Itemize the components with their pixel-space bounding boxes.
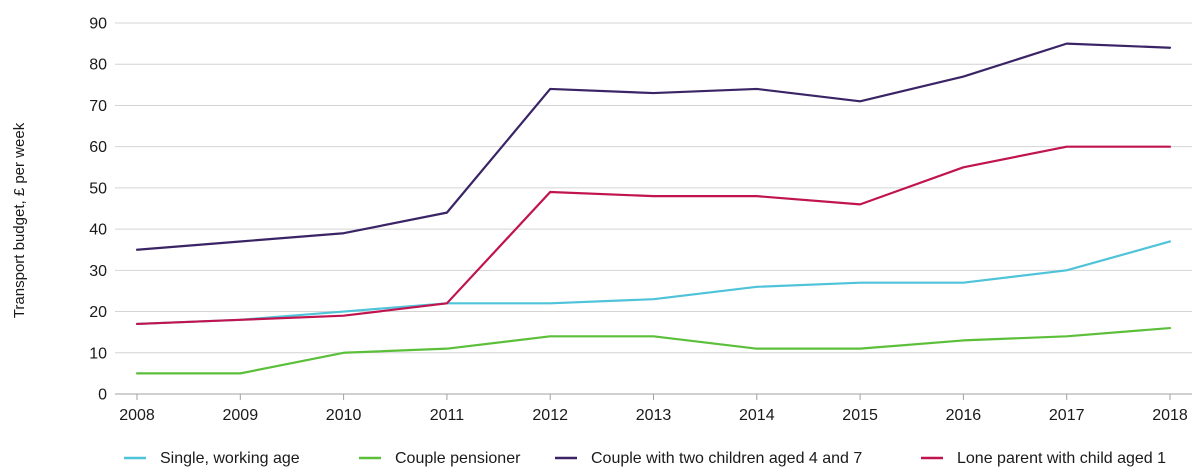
x-tick-label: 2016 <box>946 407 982 424</box>
series-line-3 <box>135 145 1172 326</box>
x-axis-ticks: 2008 2009 2010 2011 2012 2013 2014 2015 2016 2017… <box>119 394 1188 424</box>
x-tick-label: 2014 <box>739 407 775 424</box>
x-tick-label: 2010 <box>326 407 362 424</box>
x-tick-label: 2008 <box>119 407 155 424</box>
legend-label-1: Couple pensioner <box>395 450 521 467</box>
series-line-2 <box>135 42 1172 251</box>
series-line-0 <box>135 240 1172 326</box>
legend-label-3: Lone parent with child aged 1 <box>957 450 1166 467</box>
x-tick-label: 2015 <box>842 407 878 424</box>
y-axis-label: Transport budget, £ per week <box>11 122 28 318</box>
x-tick-label: 2017 <box>1049 407 1085 424</box>
y-tick-label: 70 <box>89 98 107 115</box>
legend-label-2: Couple with two children aged 4 and 7 <box>591 450 862 467</box>
legend-label-0: Single, working age <box>160 450 300 467</box>
x-tick-label: 2013 <box>636 407 672 424</box>
gridlines <box>115 22 1192 354</box>
series-lines <box>135 42 1172 375</box>
y-tick-label: 20 <box>89 304 107 321</box>
y-tick-label: 80 <box>89 57 107 74</box>
y-tick-label: 30 <box>89 263 107 280</box>
y-tick-label: 40 <box>89 222 107 239</box>
y-axis-ticks: 0 10 20 30 40 50 60 70 80 90 <box>89 16 107 404</box>
x-tick-label: 2018 <box>1152 407 1188 424</box>
y-tick-label: 50 <box>89 180 107 197</box>
y-tick-label: 10 <box>89 345 107 362</box>
series-line-1 <box>135 326 1172 375</box>
x-tick-label: 2011 <box>430 407 465 424</box>
y-tick-label: 0 <box>98 387 107 404</box>
x-tick-label: 2012 <box>532 407 568 424</box>
legend: Single, working age Couple pensioner Coupl… <box>124 450 1166 467</box>
x-tick-label: 2009 <box>223 407 259 424</box>
y-tick-label: 60 <box>89 139 107 156</box>
y-tick-label: 90 <box>89 16 107 33</box>
